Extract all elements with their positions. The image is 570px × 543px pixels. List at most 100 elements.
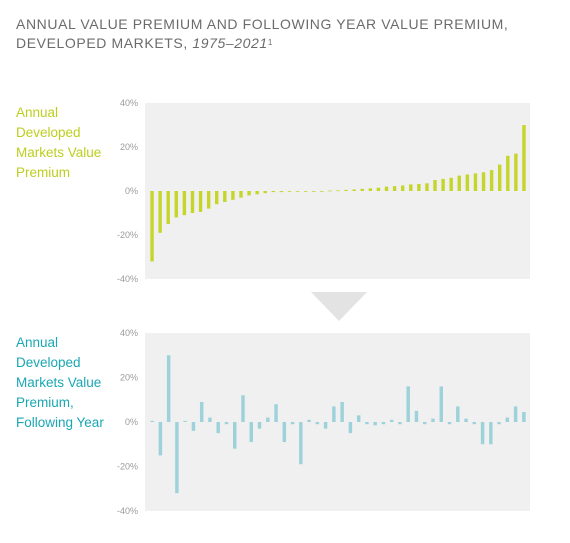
panel-2-bar (299, 422, 303, 465)
panel-2-bar (158, 422, 163, 456)
panel-1-label-line: Markets Value (16, 145, 102, 160)
panel-1-bar (441, 178, 445, 191)
panel-2-bar (183, 420, 187, 422)
panel-2-bar (191, 422, 196, 431)
chart-title: ANNUAL VALUE PREMIUM AND FOLLOWING YEAR … (16, 15, 508, 53)
panel-1-label-line: Developed (16, 125, 81, 140)
panel-1-bar (392, 186, 397, 191)
panel-2-bar (456, 406, 460, 422)
panel-2-bar (464, 418, 468, 422)
panel-2-bar (365, 422, 369, 425)
panel-1-bar (489, 170, 494, 191)
panel-1-bar (320, 191, 324, 192)
panel-2-bar (216, 422, 220, 434)
panel-2-ytick-label: 20% (120, 373, 138, 383)
panel-2-bar (257, 422, 262, 429)
panel-1-bar (150, 191, 154, 262)
panel-2-bar (356, 415, 361, 422)
panel-2-bar (266, 417, 270, 422)
panel-1-bar (271, 191, 276, 193)
panel-1-bar (473, 173, 478, 191)
panel-2-bar (431, 418, 435, 422)
panel-2-bar (315, 422, 320, 425)
panel-2-bar (389, 419, 394, 422)
panel-1-bar (295, 191, 300, 192)
title-footnote: 1 (267, 38, 273, 47)
panel-2-bar (241, 395, 245, 422)
panel-1-label-line: Premium (16, 165, 71, 180)
panel-2-bar (439, 386, 443, 422)
panel-2-label-line: Developed (16, 355, 81, 370)
panel-2-bar (323, 422, 328, 429)
panel-2-label-line: Premium, (16, 395, 74, 410)
panel-2-bar (348, 422, 353, 434)
panel-1-bar (457, 175, 461, 191)
panel-1-bar (514, 153, 518, 191)
panel-2-bar (480, 422, 485, 445)
panel-2-ytick-label: 0% (125, 417, 138, 427)
panel-1-bar (312, 191, 316, 192)
panel-1-ytick-label: 40% (120, 98, 138, 108)
panel-1-bar (481, 172, 486, 191)
panel-2-bar (472, 422, 477, 425)
panel-1-bar (498, 164, 502, 191)
panel-1-bar (449, 177, 453, 191)
panel-2-bar (423, 422, 427, 425)
panel-2-bar (513, 406, 518, 422)
panel-1-bar (465, 174, 470, 191)
panel-1-bar (336, 190, 340, 192)
panel-2-ytick-label: 40% (120, 328, 138, 338)
panel-2-bar (505, 417, 510, 422)
panel-1-bar (417, 183, 421, 191)
panel-1-bar (190, 191, 195, 213)
panel-2-bar (208, 417, 212, 422)
panel-2-bar (233, 422, 237, 449)
panel-1-bar (368, 188, 373, 191)
panel-1-bar (182, 191, 187, 216)
panel-2-bar (340, 401, 344, 422)
panel-1-bar (215, 191, 219, 205)
panel-2-bar (290, 422, 295, 425)
panel-1-bar (522, 125, 526, 191)
panel-1-label-line: Annual (16, 105, 59, 120)
panel-1-bar (158, 191, 162, 233)
panel-1-bar (287, 191, 292, 192)
panel-2-ytick-label: -20% (117, 462, 138, 472)
panel-2-bar (522, 411, 526, 422)
panel-2-bar (274, 404, 278, 422)
panel-1-ytick-label: -40% (117, 274, 138, 284)
panel-2-label: Annual Developed Markets Value Premium, … (16, 333, 111, 433)
panel-1-bar (352, 189, 356, 191)
panel-2-bar (199, 401, 204, 422)
title-line-2: DEVELOPED MARKETS, 1975–20211 (16, 34, 508, 53)
panel-1-bar (433, 180, 437, 191)
panel-2-bar (282, 422, 287, 443)
panel-2-bar (398, 422, 402, 425)
panel-2-bar (497, 422, 501, 425)
panel-1-bar (255, 191, 259, 195)
title-years: 1975–2021 (192, 35, 268, 51)
panel-1-bar (263, 191, 267, 194)
panel-2-bar (414, 410, 419, 423)
title-line-1: ANNUAL VALUE PREMIUM AND FOLLOWING YEAR … (16, 16, 509, 32)
panel-1-bar (247, 191, 251, 196)
panel-1-label: Annual Developed Markets Value Premium (16, 103, 111, 183)
panel-2-ytick-label: -40% (117, 506, 138, 516)
panel-2-bar (307, 419, 311, 422)
panel-2-label-line: Following Year (16, 415, 104, 430)
down-arrow-icon (311, 292, 367, 321)
title-line-2-prefix: DEVELOPED MARKETS, (16, 35, 193, 51)
panel-1-bar (328, 190, 332, 192)
panel-2-bar (332, 406, 336, 422)
panel-1-bar (506, 155, 510, 191)
panel-2-bar (406, 386, 410, 422)
panel-1-bar (376, 187, 381, 191)
panel-2-bar (249, 422, 253, 443)
panel-2-label-line: Annual (16, 335, 59, 350)
panel-2-bar (447, 422, 452, 425)
panel-1-bar (409, 184, 413, 191)
panel-1-bar (174, 191, 178, 218)
panel-1-bar (166, 191, 170, 224)
panel-1-bar (239, 191, 243, 198)
